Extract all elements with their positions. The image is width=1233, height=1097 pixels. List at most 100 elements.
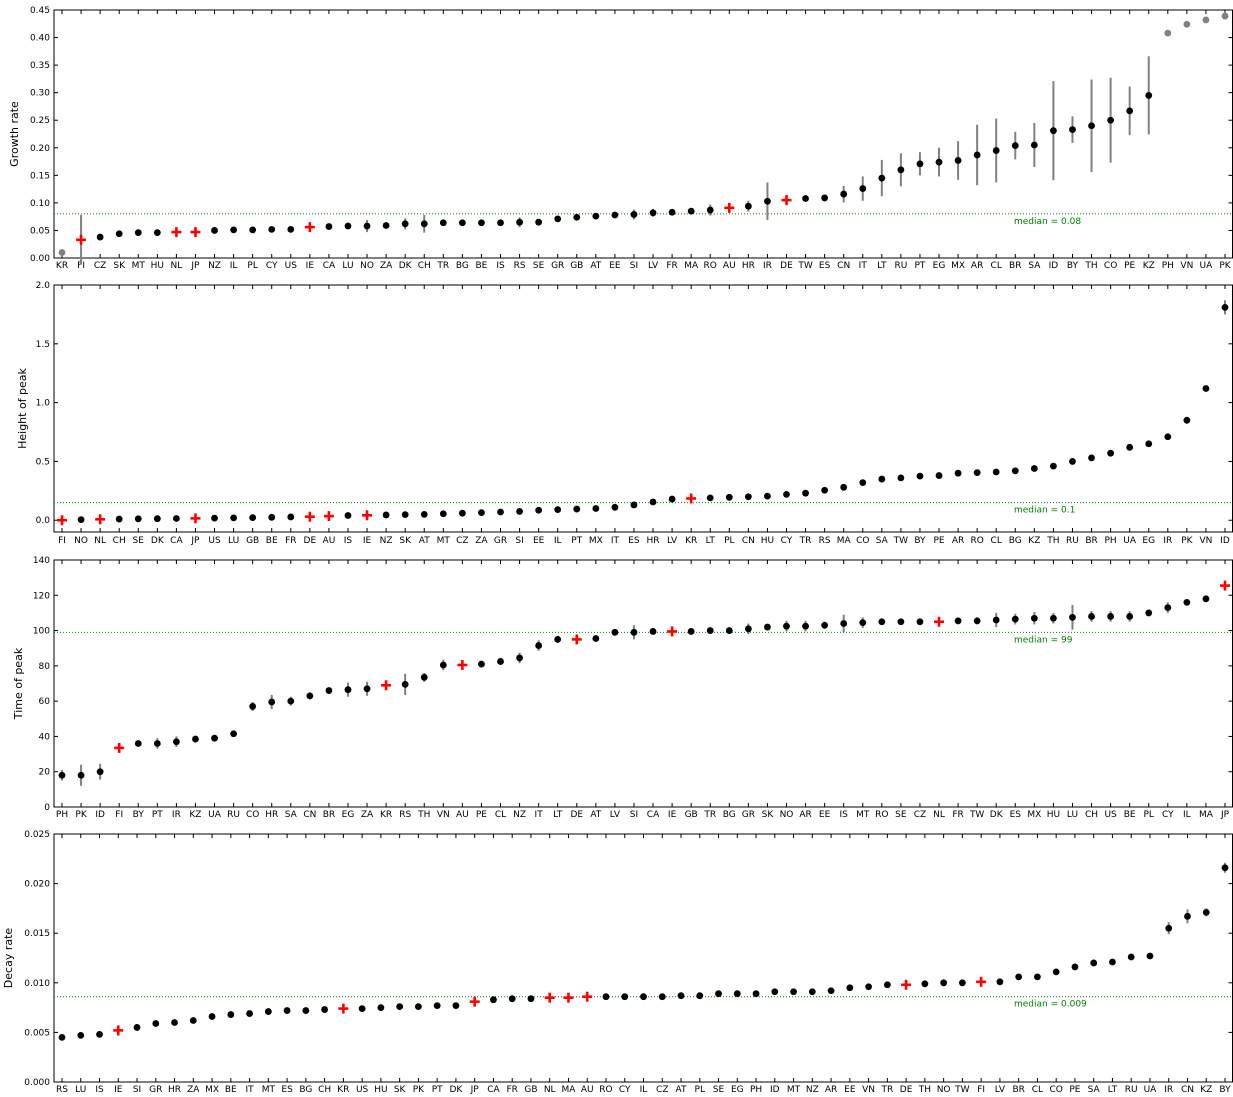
x-tick-label: BY bbox=[1219, 1085, 1231, 1095]
x-tick-label: KZ bbox=[1200, 1085, 1212, 1095]
x-tick-label: ID bbox=[1220, 536, 1230, 546]
data-point-cross bbox=[362, 510, 373, 521]
x-tick-label: PE bbox=[1124, 261, 1135, 271]
data-point bbox=[77, 516, 85, 524]
data-point bbox=[897, 618, 905, 626]
data-point bbox=[1050, 462, 1057, 470]
y-tick-label: 40 bbox=[39, 732, 51, 742]
data-point bbox=[973, 151, 981, 159]
y-tick-label: 0.010 bbox=[24, 979, 50, 989]
x-tick-label: CA bbox=[487, 1085, 500, 1095]
data-point bbox=[954, 157, 962, 164]
x-tick-label: ZA bbox=[380, 261, 393, 271]
x-tick-label: BE bbox=[266, 536, 278, 546]
x-tick-label: NZ bbox=[380, 536, 393, 546]
data-point bbox=[611, 211, 619, 219]
x-tick-label: SA bbox=[1088, 1085, 1101, 1095]
y-tick-label: 0.05 bbox=[30, 226, 50, 236]
x-tick-label: KR bbox=[337, 1085, 349, 1095]
data-point bbox=[1107, 613, 1115, 620]
x-tick-label: PK bbox=[75, 810, 87, 820]
data-point bbox=[321, 1006, 329, 1013]
data-point bbox=[478, 660, 485, 668]
data-point bbox=[973, 617, 981, 625]
y-tick-label: 0.00 bbox=[30, 254, 50, 264]
x-tick-label: RO bbox=[970, 536, 983, 546]
data-point bbox=[611, 628, 619, 636]
x-tick-label: TH bbox=[918, 1085, 931, 1095]
x-tick-label: PH bbox=[750, 1085, 762, 1095]
y-tick-label: 0.015 bbox=[24, 929, 50, 939]
x-tick-label: HU bbox=[151, 261, 164, 271]
data-point-cross bbox=[113, 1025, 124, 1036]
x-tick-label: PL bbox=[724, 536, 734, 546]
data-point bbox=[115, 230, 123, 238]
data-point bbox=[420, 220, 428, 228]
data-point bbox=[592, 212, 600, 220]
x-tick-label: BR bbox=[1009, 261, 1021, 271]
x-tick-label: LU bbox=[75, 1085, 86, 1095]
x-tick-label: IL bbox=[554, 536, 562, 546]
data-point bbox=[325, 223, 333, 230]
x-tick-label: HR bbox=[742, 261, 755, 271]
x-tick-label: AU bbox=[723, 261, 736, 271]
data-point bbox=[592, 505, 600, 512]
x-tick-label: IE bbox=[306, 261, 315, 271]
panel-2: 0.0 0.5 1.0 1.5 2.0 Height of peak median = 0.… bbox=[16, 281, 1233, 546]
data-point bbox=[211, 514, 218, 522]
x-tick-label: CZ bbox=[94, 261, 106, 271]
x-tick-label: VN bbox=[1180, 261, 1193, 271]
x-tick-label: SI bbox=[515, 536, 523, 546]
data-point bbox=[58, 1033, 66, 1041]
data-point bbox=[516, 654, 523, 662]
data-point bbox=[230, 226, 237, 234]
data-point bbox=[687, 207, 695, 215]
x-tick-label: PT bbox=[152, 810, 163, 820]
x-tick-label: MA bbox=[837, 536, 852, 546]
x-tick-label: SI bbox=[133, 1085, 141, 1095]
data-point bbox=[611, 503, 619, 511]
x-tick-label: HR bbox=[647, 536, 660, 546]
x-tick-label: CY bbox=[266, 261, 278, 271]
data-point bbox=[783, 490, 790, 498]
x-tick-label: EG bbox=[1142, 536, 1155, 546]
x-tick-label: PT bbox=[571, 536, 582, 546]
x-tick-label: IR bbox=[1163, 536, 1172, 546]
data-point bbox=[358, 1005, 366, 1012]
data-point-cross bbox=[171, 227, 182, 238]
data-point bbox=[433, 1002, 441, 1010]
data-point bbox=[1183, 416, 1191, 424]
x-tick-label: TR bbox=[880, 1085, 893, 1095]
data-point bbox=[935, 472, 943, 479]
data-point bbox=[497, 219, 504, 227]
x-tick-label: PK bbox=[413, 1085, 425, 1095]
data-point bbox=[1088, 122, 1095, 130]
data-point bbox=[1011, 615, 1019, 623]
y-axis-label: Growth rate bbox=[8, 101, 21, 167]
x-tick-label: PL bbox=[695, 1085, 705, 1095]
x-tick-label: IE bbox=[114, 1085, 123, 1095]
data-point-cross bbox=[114, 742, 125, 753]
x-tick-label: HU bbox=[761, 536, 774, 546]
data-point bbox=[134, 229, 142, 237]
x-tick-label: IS bbox=[344, 536, 353, 546]
data-point bbox=[211, 227, 218, 234]
x-tick-label: ES bbox=[1010, 810, 1022, 820]
y-tick-label: 0.005 bbox=[24, 1028, 50, 1038]
data-point bbox=[77, 1031, 85, 1039]
x-tick-label: AU bbox=[581, 1085, 594, 1095]
data-point-cross bbox=[781, 195, 792, 206]
data-point bbox=[802, 195, 809, 202]
data-point bbox=[172, 738, 180, 746]
data-point bbox=[268, 225, 276, 233]
data-point bbox=[1183, 598, 1191, 606]
data-point bbox=[1184, 912, 1191, 920]
data-point bbox=[1221, 12, 1229, 20]
x-tick-label: JP bbox=[470, 1085, 480, 1095]
median-label: median = 0.1 bbox=[1014, 506, 1075, 516]
data-point bbox=[306, 692, 314, 700]
x-tick-label: CL bbox=[1032, 1085, 1043, 1095]
x-tick-label: PT bbox=[432, 1085, 443, 1095]
data-point bbox=[992, 616, 1000, 624]
data-point bbox=[1126, 107, 1134, 115]
